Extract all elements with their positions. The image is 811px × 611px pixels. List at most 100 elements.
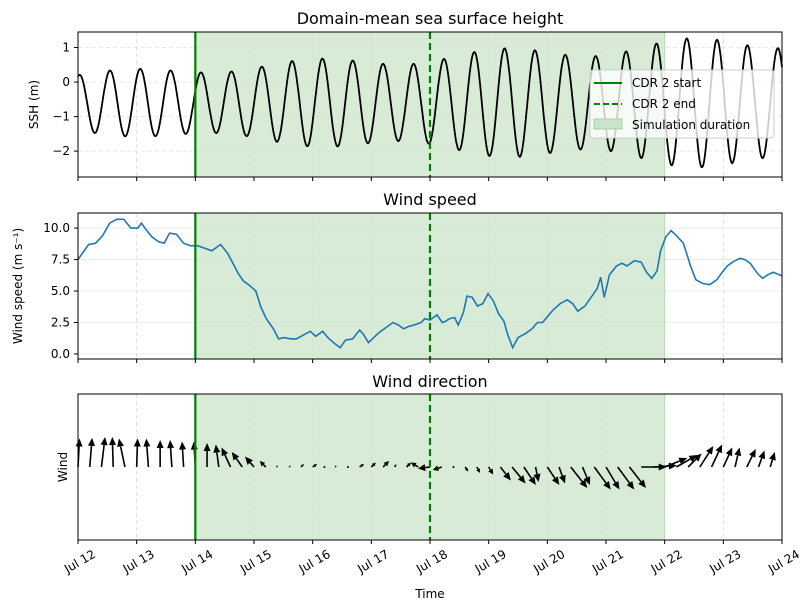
wind-arrow — [487, 466, 494, 475]
wind-arrow-shaft — [570, 466, 583, 483]
wind-arrow-shaft — [757, 457, 763, 468]
ssh-y-ticks: 1 0 −1 −2 — [52, 41, 78, 158]
x-tick-label: Jul 21 — [589, 547, 626, 576]
y-tick-label: 0.0 — [51, 347, 70, 361]
y-tick-label: 2.5 — [51, 316, 70, 330]
wind-arrow — [156, 440, 164, 467]
wind-arrow-shaft — [181, 449, 185, 468]
x-tick-label: Jul 23 — [706, 547, 743, 576]
wind-arrow-shaft — [675, 458, 691, 468]
wind-arrow — [722, 447, 733, 468]
time-x-label: Time — [414, 587, 444, 601]
wind-arrow — [734, 447, 742, 468]
x-tick-label: Jul 12 — [61, 547, 98, 576]
wind-arrow — [769, 452, 776, 468]
wind-arrow — [476, 466, 480, 473]
wind-arrow-shaft — [687, 458, 697, 468]
wind-arrow — [334, 465, 337, 468]
wind-arrow-head — [406, 462, 412, 467]
wind-arrow — [605, 466, 620, 490]
wind-arrow-shaft — [628, 466, 642, 483]
wind-arrow-shaft — [425, 466, 431, 469]
wind-arrow — [133, 438, 141, 468]
legend-label-cdr2-end: CDR 2 end — [632, 97, 696, 111]
y-tick-label: 1 — [62, 41, 70, 55]
wind-arrow-head — [383, 461, 390, 467]
wind-arrow — [346, 466, 349, 468]
wind-speed-y-label: Wind speed (m s⁻¹) — [11, 228, 25, 344]
wind-arrow-head — [503, 472, 511, 481]
y-tick-label: 0 — [62, 75, 70, 89]
wind-arrow-head — [769, 452, 776, 461]
wind-arrow-head — [432, 465, 440, 471]
ssh-y-label: SSH (m) — [27, 80, 41, 129]
wind-arrow-head — [533, 473, 541, 482]
wind-arrow — [581, 466, 591, 485]
wind-arrow-shaft — [414, 464, 419, 468]
wind-arrow-head — [143, 438, 151, 447]
wind-arrow-shaft — [146, 446, 150, 468]
wind-arrow-shaft — [722, 454, 730, 468]
wind-arrow-head — [612, 480, 620, 490]
wind-arrow-head — [559, 474, 566, 484]
wind-arrow-head — [117, 438, 125, 448]
wind-arrow-shaft — [111, 444, 114, 468]
ssh-title: Domain-mean sea surface height — [297, 9, 564, 28]
wind-arrow — [312, 464, 318, 468]
wind-direction-axes-frame — [77, 393, 783, 541]
wind-arrow-head — [394, 464, 397, 467]
wind-arrow-shaft — [216, 452, 220, 468]
wind-arrow-head — [221, 447, 229, 457]
wind-arrow-head — [156, 440, 164, 448]
wind-arrow-head — [758, 450, 766, 460]
wind-arrow-head — [313, 464, 318, 468]
wind-direction-plot-area — [75, 394, 776, 540]
wind-arrow-shaft — [734, 455, 739, 468]
wind-arrow — [117, 438, 126, 468]
wind-arrow — [75, 438, 83, 468]
wind-arrow-shaft — [312, 465, 315, 468]
x-tick-label: Jul 17 — [354, 547, 391, 576]
wind-arrow — [323, 466, 326, 468]
wind-arrow-shaft — [135, 446, 139, 468]
wind-arrow-head — [551, 476, 560, 485]
wind-arrow-shaft — [169, 447, 173, 468]
wind-arrow-shaft — [464, 466, 468, 470]
wind-arrow-shaft — [617, 466, 631, 484]
wind-speed-plot-area — [77, 213, 783, 359]
x-tick-label: Jul 14 — [178, 547, 215, 576]
wind-arrow-head — [678, 457, 688, 465]
wind-arrow — [143, 438, 151, 468]
wind-arrow-head — [167, 440, 175, 449]
y-tick-label: 5.0 — [51, 284, 70, 298]
wind-arrow-head — [528, 476, 536, 485]
wind-arrow — [593, 466, 611, 490]
wind-arrow-shaft — [276, 465, 279, 468]
wind-arrow-head — [87, 437, 95, 447]
wind-arrow — [275, 465, 279, 468]
wind-arrow — [231, 452, 243, 468]
wind-arrow — [100, 437, 108, 468]
wind-arrow-head — [488, 468, 494, 475]
wind-arrow — [546, 466, 560, 485]
wind-arrow — [109, 437, 117, 468]
wind-arrow-shaft — [523, 466, 533, 479]
wind-arrow-head — [476, 468, 480, 473]
x-tick-label: Jul 18 — [413, 547, 450, 576]
wind-arrow-dot — [323, 466, 326, 468]
wind-arrow — [511, 466, 526, 484]
wind-arrow-shaft — [581, 466, 588, 478]
x-tick-label: Jul 15 — [237, 547, 274, 576]
wind-arrow-head — [275, 465, 278, 467]
wind-arrow-head — [179, 441, 187, 450]
wind-arrow — [710, 444, 723, 468]
wind-arrow-head — [231, 452, 240, 461]
legend-swatch-simulation — [593, 118, 623, 130]
x-tick-label: Jul 22 — [648, 547, 685, 576]
wind-arrow-shaft — [558, 466, 564, 477]
wind-arrow-shaft — [699, 452, 710, 468]
wind-arrow — [370, 462, 376, 468]
wind-arrow-shaft — [405, 464, 409, 468]
wind-arrow — [179, 441, 187, 468]
wind-arrow — [87, 437, 95, 468]
